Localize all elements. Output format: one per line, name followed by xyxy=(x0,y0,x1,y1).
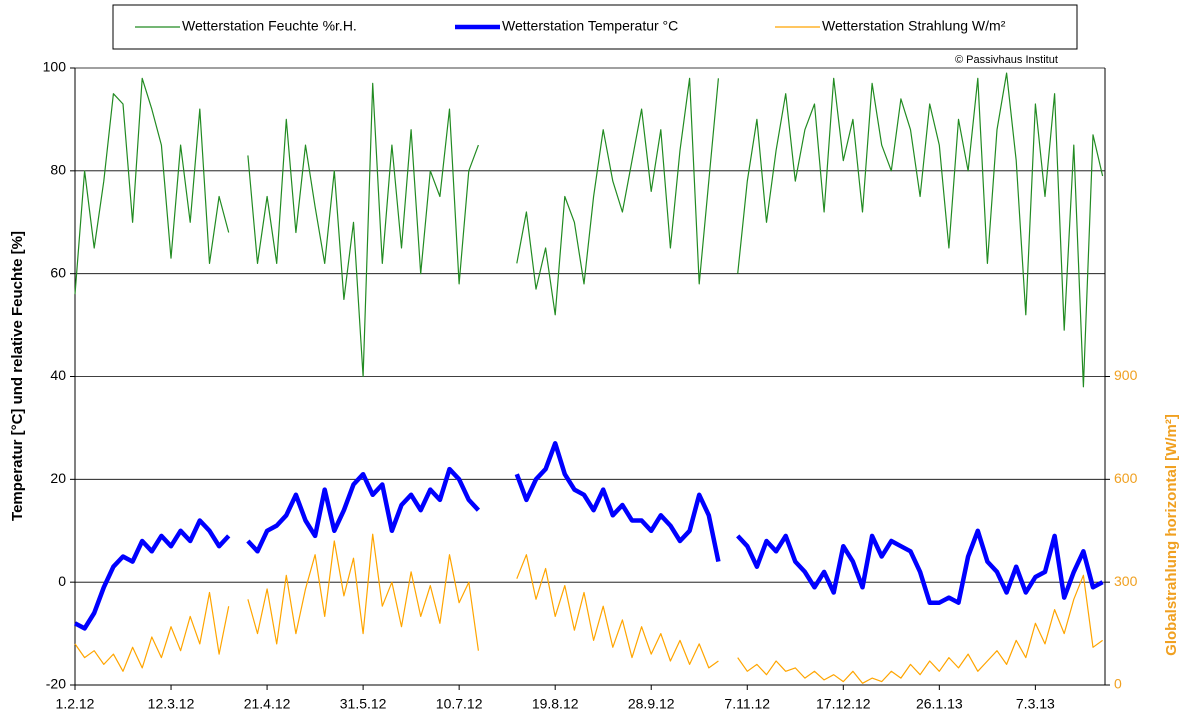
x-tick-label: 17.12.12 xyxy=(816,696,871,712)
y2-axis-title: Globalstrahlung horizontal [W/m²] xyxy=(1163,414,1180,656)
y-tick-label: 80 xyxy=(50,162,66,178)
x-tick-label: 19.8.12 xyxy=(532,696,579,712)
series-line xyxy=(73,441,1104,631)
x-tick-label: 28.9.12 xyxy=(628,696,675,712)
legend-label: Wetterstation Strahlung W/m² xyxy=(822,18,1006,34)
x-tick-label: 26.1.13 xyxy=(916,696,963,712)
x-tick-label: 7.11.12 xyxy=(724,696,770,712)
y-axis-title: Temperatur [°C] und relative Feuchte [%] xyxy=(9,231,26,521)
y2-tick-label: 0 xyxy=(1114,676,1122,692)
annotation: © Passivhaus Institut xyxy=(955,54,1058,66)
x-tick-label: 12.3.12 xyxy=(148,696,195,712)
y-tick-label: -20 xyxy=(46,676,66,692)
legend-label: Wetterstation Temperatur °C xyxy=(502,18,678,34)
series-line xyxy=(74,533,1103,684)
y2-tick-label: 300 xyxy=(1114,573,1138,589)
x-tick-label: 31.5.12 xyxy=(340,696,387,712)
y-tick-label: 60 xyxy=(50,264,66,280)
y-tick-label: 100 xyxy=(43,59,67,75)
x-tick-label: 21.4.12 xyxy=(244,696,291,712)
y2-tick-label: 600 xyxy=(1114,470,1138,486)
y2-tick-label: 900 xyxy=(1114,367,1138,383)
legend-label: Wetterstation Feuchte %r.H. xyxy=(182,18,357,34)
y-tick-label: 40 xyxy=(50,367,66,383)
x-tick-label: 7.3.13 xyxy=(1016,696,1055,712)
legend-box xyxy=(112,4,1078,50)
y-tick-label: 0 xyxy=(58,573,66,589)
series-line xyxy=(74,72,1104,388)
y-tick-label: 20 xyxy=(50,470,66,486)
x-tick-label: 1.2.12 xyxy=(56,696,95,712)
x-tick-label: 10.7.12 xyxy=(436,696,483,712)
